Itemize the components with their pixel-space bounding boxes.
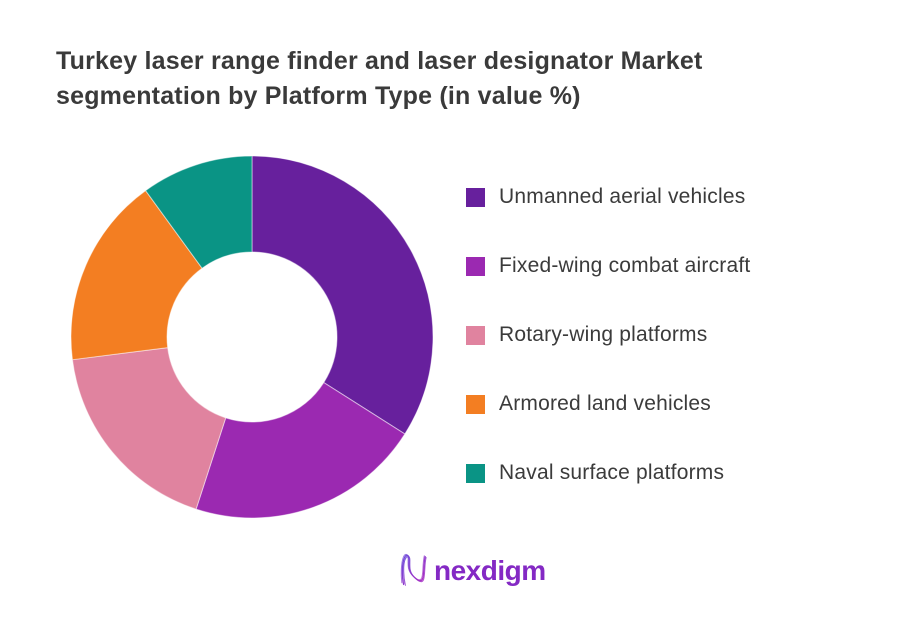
legend-swatch-icon: [466, 256, 485, 276]
chart-legend: Unmanned aerial vehicles Fixed-wing comba…: [466, 184, 750, 529]
legend-item: Unmanned aerial vehicles: [466, 184, 750, 210]
legend-item: Armored land vehicles: [466, 391, 750, 417]
legend-swatch-icon: [466, 325, 485, 345]
legend-swatch-icon: [466, 463, 485, 483]
legend-swatch-icon: [466, 394, 485, 414]
chart-title: Turkey laser range finder and laser desi…: [56, 44, 836, 114]
donut-segment-naval-surface-platforms: [144, 155, 253, 269]
chart-title-line1: Turkey laser range finder and laser desi…: [56, 47, 703, 75]
donut-segment-armored-land-vehicles: [70, 189, 203, 361]
legend-swatch-icon: [466, 187, 485, 207]
legend-item: Fixed-wing combat aircraft: [466, 253, 750, 279]
nexdigm-logo: nexdigm: [400, 553, 546, 589]
legend-label: Rotary-wing platforms: [499, 323, 708, 346]
legend-item: Naval surface platforms: [466, 460, 750, 486]
donut-segment-fixed-wing-combat-aircraft: [195, 381, 406, 519]
chart-title-line2: segmentation by Platform Type (in value …: [56, 82, 581, 110]
legend-item: Rotary-wing platforms: [466, 322, 750, 348]
legend-label: Fixed-wing combat aircraft: [499, 254, 751, 277]
nexdigm-squiggle-n-icon: [400, 553, 427, 586]
legend-label: Naval surface platforms: [499, 461, 725, 484]
donut-chart: [70, 155, 434, 519]
donut-segment-rotary-wing-platforms: [71, 347, 227, 510]
legend-label: Unmanned aerial vehicles: [499, 185, 746, 208]
legend-label: Armored land vehicles: [499, 392, 711, 415]
nexdigm-wordmark: nexdigm: [434, 555, 546, 586]
donut-segment-unmanned-aerial-vehicles: [251, 155, 434, 435]
